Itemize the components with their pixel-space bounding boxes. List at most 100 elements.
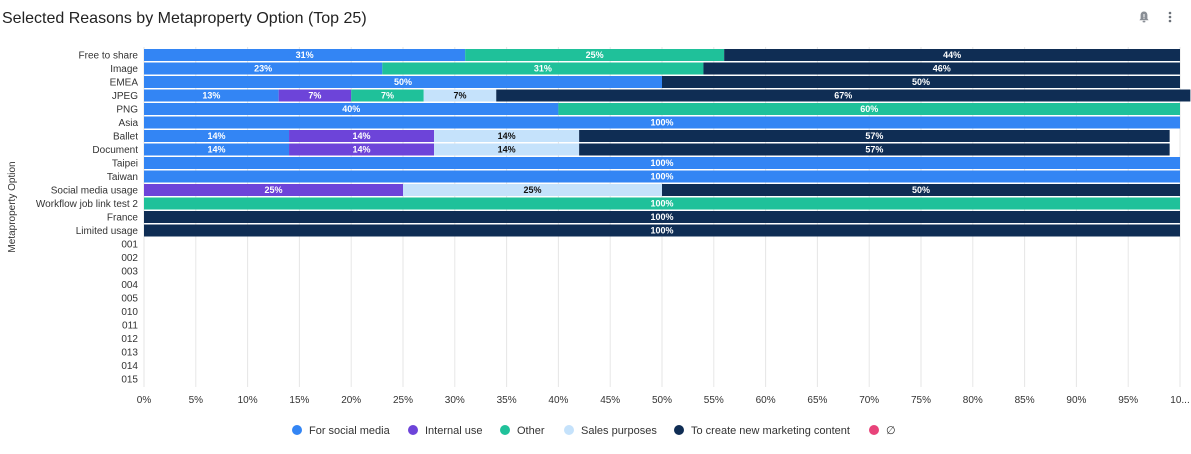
legend-item[interactable]: ∅: [869, 425, 896, 437]
y-category-label: JPEG: [112, 91, 138, 102]
x-tick-label: 45%: [600, 395, 620, 406]
x-tick-label: 0%: [137, 395, 152, 406]
bar-segment[interactable]: [465, 49, 725, 61]
legend: For social media Internal use Other Sales p…: [292, 425, 896, 437]
bar-segment[interactable]: [724, 49, 1180, 61]
data-label: 7%: [381, 91, 394, 101]
chart-title: Selected Reasons by Metaproperty Option …: [2, 10, 367, 27]
bar-segment[interactable]: [144, 116, 1180, 129]
data-label: 25%: [523, 185, 541, 195]
legend-label: For social media: [309, 425, 391, 437]
data-label: 100%: [650, 199, 673, 209]
data-label: 14%: [208, 145, 226, 155]
bar-segment[interactable]: [579, 130, 1170, 142]
data-label: 14%: [498, 145, 516, 155]
x-tick-label: 85%: [1015, 395, 1035, 406]
x-tick-label: 25%: [393, 395, 413, 406]
legend-item[interactable]: Sales purposes: [564, 425, 657, 437]
data-label: 14%: [353, 145, 371, 155]
bar-segment[interactable]: [144, 224, 1180, 237]
bar-segment[interactable]: [579, 143, 1170, 156]
bar-segment[interactable]: [289, 143, 435, 156]
bar-segment[interactable]: [144, 76, 662, 88]
bar-segment[interactable]: [496, 89, 1191, 102]
data-label: 46%: [933, 64, 951, 74]
data-label: 67%: [834, 91, 852, 101]
legend-marker: [500, 425, 510, 435]
data-label: 25%: [264, 185, 282, 195]
y-category-label: 014: [121, 361, 138, 372]
data-label: 23%: [254, 64, 272, 74]
x-tick-label: 65%: [807, 395, 827, 406]
y-axis-title: Metaproperty Option: [7, 161, 18, 252]
y-category-label: Limited usage: [76, 226, 139, 237]
data-label: 100%: [650, 118, 673, 128]
bar-segment[interactable]: [144, 89, 279, 102]
y-category-label: 004: [121, 280, 138, 291]
x-tick-label: 70%: [859, 395, 879, 406]
data-label: 44%: [943, 50, 961, 60]
x-tick-label: 90%: [1066, 395, 1086, 406]
bar-segment[interactable]: [144, 184, 403, 196]
bar-segment[interactable]: [382, 62, 704, 75]
data-label: 100%: [650, 158, 673, 168]
bar-segment[interactable]: [423, 89, 497, 102]
bar-segment[interactable]: [144, 62, 383, 75]
y-category-label: 013: [121, 348, 138, 359]
legend-label: Other: [517, 425, 545, 437]
legend-label: Sales purposes: [581, 425, 657, 437]
bar-segment[interactable]: [289, 130, 435, 142]
bar-segment[interactable]: [403, 184, 662, 196]
legend-item[interactable]: For social media: [292, 425, 391, 437]
bar-segment[interactable]: [278, 89, 352, 102]
x-tick-label: 40%: [548, 395, 568, 406]
more-vertical-icon[interactable]: [1163, 10, 1177, 24]
y-axis-categories: Free to share Image EMEA JPEG PNG Asia Ballet D…: [36, 51, 139, 386]
data-label: 57%: [865, 131, 883, 141]
bell-alert-icon[interactable]: [1137, 10, 1151, 24]
data-label: 25%: [586, 50, 604, 60]
y-category-label: 012: [121, 334, 138, 345]
y-category-label: Free to share: [79, 51, 139, 62]
x-tick-label: 60%: [756, 395, 776, 406]
x-tick-label: 75%: [911, 395, 931, 406]
data-label: 14%: [498, 131, 516, 141]
bar-segment[interactable]: [434, 130, 580, 142]
y-category-label: Image: [110, 64, 138, 75]
bar-segment[interactable]: [703, 62, 1180, 75]
legend-marker: [674, 425, 684, 435]
bar-segment[interactable]: [144, 49, 466, 61]
legend-item[interactable]: To create new marketing content: [674, 425, 850, 437]
x-tick-label: 50%: [652, 395, 672, 406]
bar-segment[interactable]: [144, 211, 1180, 223]
bar-segment[interactable]: [144, 103, 559, 115]
data-label: 60%: [860, 104, 878, 114]
x-tick-label: 20%: [341, 395, 361, 406]
bar-segment[interactable]: [351, 89, 424, 102]
y-category-label: Document: [92, 145, 138, 156]
bar-segment[interactable]: [144, 197, 1180, 210]
data-label: 50%: [912, 185, 930, 195]
data-label: 14%: [208, 131, 226, 141]
y-category-label: Asia: [119, 118, 139, 129]
bar-segment[interactable]: [144, 170, 1180, 183]
legend-label: Internal use: [425, 425, 482, 437]
bar-segment[interactable]: [558, 103, 1180, 115]
bar-segment[interactable]: [144, 130, 290, 142]
data-label: 50%: [912, 77, 930, 87]
legend-item[interactable]: Internal use: [408, 425, 482, 437]
x-tick-label: 10...: [1170, 395, 1189, 406]
legend-item[interactable]: Other: [500, 425, 545, 437]
bar-segment[interactable]: [434, 143, 580, 156]
legend-marker: [869, 425, 879, 435]
bar-segment[interactable]: [662, 76, 1180, 88]
bar-segment[interactable]: [144, 143, 290, 156]
bars: 31% 25% 44%23% 31% 46%50% 50%13% 7% 7% 7% 67%40% 6…: [144, 49, 1191, 237]
y-category-label: Social media usage: [51, 186, 139, 197]
y-category-label: Workflow job link test 2: [36, 199, 139, 210]
bar-segment[interactable]: [662, 184, 1180, 196]
y-category-label: 005: [121, 294, 138, 305]
y-category-label: Ballet: [113, 132, 138, 143]
bar-segment[interactable]: [144, 157, 1180, 169]
